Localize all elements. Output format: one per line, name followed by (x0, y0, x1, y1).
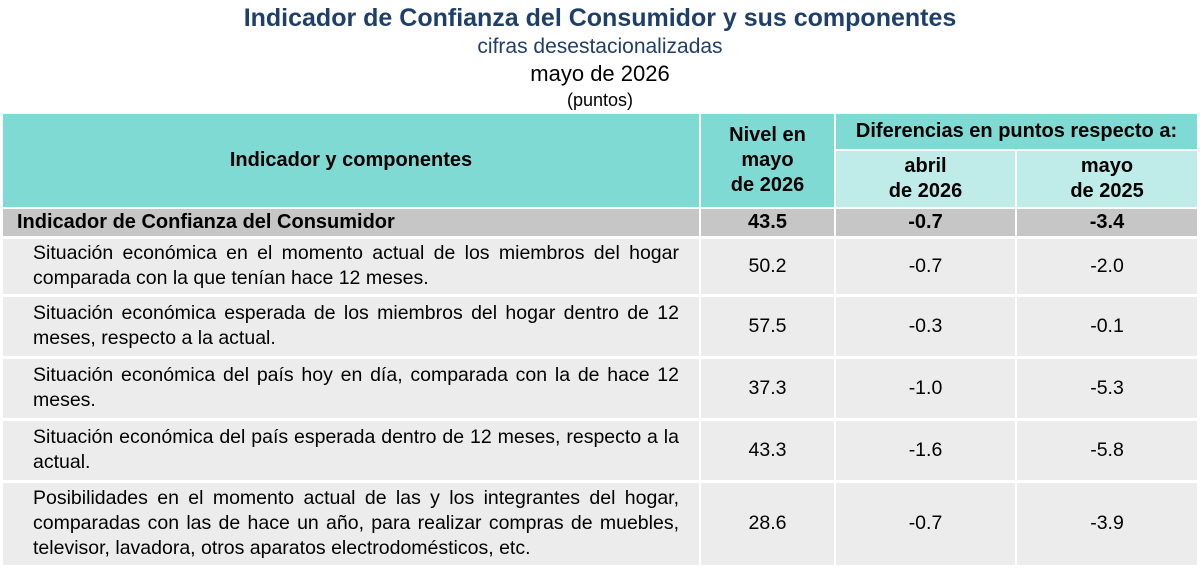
component-diff-month: -1.0 (834, 357, 1016, 421)
component-level: 50.2 (699, 237, 835, 297)
table-header-row-1: Indicador y componentes Nivel en mayo de… (3, 114, 1198, 208)
page-subtitle: cifras desestacionalizadas (477, 35, 723, 58)
column-header-diff-month-line1: abril (904, 155, 947, 177)
column-header-indicator: Indicador y componentes (3, 114, 701, 208)
column-header-level-line3: de 2026 (730, 174, 805, 196)
column-header-diff-year: mayo de 2025 (1016, 150, 1198, 208)
component-name: Situación económica del país esperada de… (3, 419, 700, 483)
component-diff-year: -5.3 (1014, 357, 1198, 421)
component-name: Situación económica esperada de los miem… (3, 295, 700, 359)
column-header-diff-year-line1: mayo (1080, 155, 1134, 177)
total-level: 43.5 (699, 207, 835, 239)
column-header-diff-year-line2: de 2025 (1070, 180, 1144, 202)
total-diff-month: -0.7 (834, 207, 1016, 239)
units-label: (puntos) (566, 90, 634, 110)
table-row: Situación económica esperada de los miem… (3, 295, 1198, 359)
total-diff-year: -3.4 (1014, 207, 1198, 239)
component-diff-month: -0.3 (834, 295, 1016, 359)
total-name: Indicador de Confianza del Consumidor (3, 207, 700, 239)
column-header-diff-month-line2: de 2026 (888, 180, 963, 202)
component-diff-year: -2.0 (1014, 237, 1198, 297)
table-row: Situación económica del país hoy en día,… (3, 357, 1198, 421)
component-diff-month: -1.6 (834, 419, 1016, 483)
component-diff-year: -0.1 (1014, 295, 1198, 359)
component-diff-month: -0.7 (834, 237, 1016, 297)
column-header-level: Nivel en mayo de 2026 (700, 114, 836, 208)
indicator-table: Indicador y componentes Nivel en mayo de… (3, 114, 1198, 568)
table-row: Situación económica del país esperada de… (3, 419, 1198, 483)
component-name: Posibilidades en el momento actual de la… (3, 481, 700, 568)
component-name: Situación económica en el momento actual… (3, 237, 700, 297)
total-row: Indicador de Confianza del Consumidor 43… (3, 207, 1198, 239)
component-name: Situación económica del país hoy en día,… (3, 357, 700, 421)
component-level: 57.5 (699, 295, 835, 359)
component-diff-month: -0.7 (834, 481, 1016, 568)
column-header-level-line1: Nivel en (729, 124, 806, 146)
component-level: 28.6 (699, 481, 835, 568)
page-title: Indicador de Confianza del Consumidor y … (243, 4, 957, 32)
component-level: 43.3 (699, 419, 835, 483)
table-header-row-2: abril de 2026 mayo de 2025 (3, 150, 1198, 208)
table-row: Situación económica en el momento actual… (3, 237, 1198, 297)
reference-date: mayo de 2026 (530, 61, 670, 86)
column-header-differences: Diferencias en puntos respecto a: (835, 114, 1198, 151)
table-row: Posibilidades en el momento actual de la… (3, 481, 1198, 568)
component-diff-year: -3.9 (1014, 481, 1198, 568)
component-level: 37.3 (699, 357, 835, 421)
column-header-diff-month: abril de 2026 (835, 150, 1017, 208)
column-header-level-line2: mayo (741, 149, 794, 171)
component-diff-year: -5.8 (1014, 419, 1198, 483)
